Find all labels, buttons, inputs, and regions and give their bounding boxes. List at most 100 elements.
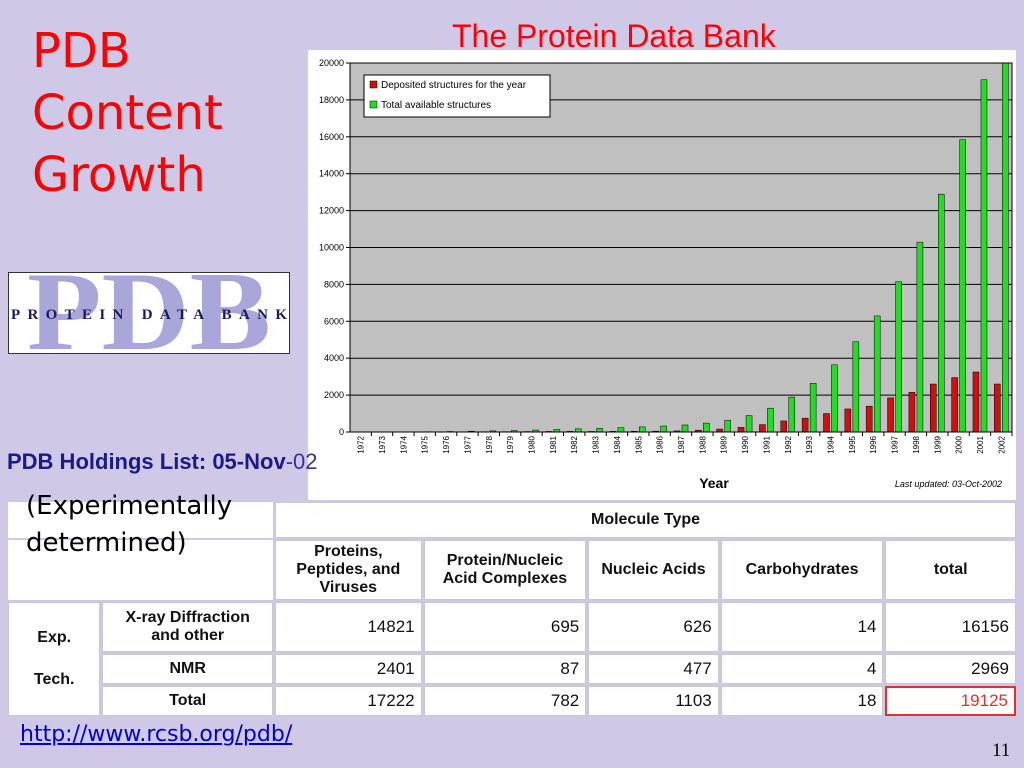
- bar-total: [959, 139, 966, 433]
- x-tick-label: 2000: [955, 435, 964, 453]
- table-cell: 2401: [275, 654, 422, 684]
- legend-box: [363, 74, 551, 118]
- x-tick-label: 1995: [848, 435, 857, 453]
- x-tick-label: 1993: [805, 435, 814, 453]
- bar-total: [788, 396, 796, 433]
- table-row: Exp. Tech. X-ray Diffraction and other 1…: [8, 602, 1016, 716]
- y-tick-label: 14000: [319, 169, 344, 179]
- table-cell: 4: [720, 654, 884, 684]
- x-tick-label: 2002: [997, 435, 1006, 453]
- bar-total: [938, 193, 945, 433]
- y-tick-label: 4000: [324, 353, 344, 363]
- legend-swatch-deposited: [369, 80, 378, 89]
- bar-total: [980, 79, 988, 433]
- row-label: NMR: [102, 654, 274, 684]
- table-cell: 782: [423, 686, 587, 716]
- growth-chart: 0 2000 4000 6000 8000 10000 12000 14000 16000 180…: [308, 50, 1016, 500]
- y-tick-label: 8000: [324, 279, 344, 289]
- x-tick-label: 1997: [891, 435, 900, 453]
- exp-tech-cell: Exp. Tech.: [8, 602, 101, 716]
- bar-deposited: [737, 427, 745, 433]
- bar-deposited: [930, 383, 937, 433]
- bar-total: [639, 426, 646, 433]
- x-tick-label: 1989: [720, 435, 729, 453]
- bar-deposited: [844, 408, 852, 433]
- table-cell: 18: [720, 686, 884, 716]
- bar-total: [767, 407, 774, 433]
- y-tick-label: 20000: [319, 58, 344, 68]
- column-header: Protein/Nucleic Acid Complexes: [423, 540, 587, 600]
- table-row: Total 17222 782 1103 18 19125: [8, 686, 1016, 716]
- axes: 0 2000 4000 6000 8000 10000 12000 14000 16000 180…: [319, 58, 1013, 454]
- table-cell: 14: [720, 602, 884, 652]
- bar-deposited: [951, 377, 958, 433]
- bar-total: [617, 427, 625, 433]
- y-tick-label: 0: [339, 427, 344, 437]
- bar-total: [852, 341, 860, 433]
- x-tick-label: 1998: [912, 435, 921, 453]
- x-tick-label: 1991: [762, 435, 771, 453]
- y-tick-label: 12000: [319, 206, 344, 216]
- x-tick-label: 1977: [463, 435, 472, 453]
- x-tick-label: 1985: [634, 435, 643, 453]
- bar-total: [1002, 62, 1009, 433]
- slide-title: PDB Content Growth: [32, 20, 223, 206]
- table-cell: 14821: [275, 602, 422, 652]
- bar-total: [596, 428, 603, 433]
- x-tick-label: 1984: [613, 435, 622, 453]
- bar-total: [895, 281, 902, 433]
- x-tick-label: 1979: [506, 435, 515, 453]
- table-cell: 477: [588, 654, 719, 684]
- x-tick-label: 1974: [399, 435, 408, 453]
- bar-deposited: [759, 424, 766, 433]
- pdb-logo: PDB PROTEIN DATA BANK: [8, 272, 290, 354]
- x-tick-label: 1978: [485, 435, 494, 453]
- bar-total: [831, 364, 838, 433]
- bar-deposited: [865, 405, 873, 433]
- plot-border: [349, 62, 1013, 433]
- x-tick-label: 1990: [741, 435, 750, 453]
- column-header: total: [885, 540, 1016, 600]
- column-header: Carbohydrates: [720, 540, 884, 600]
- y-tick-label: 18000: [319, 95, 344, 105]
- logo-big-text: PDB: [27, 273, 271, 353]
- table-cell: 17222: [275, 686, 422, 716]
- x-tick-label: 1982: [570, 435, 579, 453]
- holdings-table: Molecule Type Proteins, Peptides, and Vi…: [6, 500, 1018, 718]
- note-line: determined): [26, 528, 187, 558]
- bar-total: [809, 383, 817, 433]
- chart-title: The Protein Data Bank: [452, 18, 776, 54]
- x-tick-label: 1996: [869, 435, 878, 453]
- slide-title-line: PDB: [32, 23, 131, 79]
- x-tick-label: 1973: [378, 435, 387, 453]
- bar-deposited: [972, 371, 980, 433]
- row-label: X-ray Diffraction and other: [102, 602, 274, 652]
- grand-total-cell: 19125: [885, 686, 1016, 716]
- table-corner: [8, 540, 274, 600]
- bar-deposited: [994, 383, 1001, 433]
- legend-swatch-total: [369, 100, 378, 109]
- rcsb-link[interactable]: http://www.rcsb.org/pdb/: [20, 722, 293, 747]
- bar-deposited: [823, 413, 830, 433]
- x-tick-label: 1986: [656, 435, 665, 453]
- bar-total: [745, 415, 753, 433]
- x-tick-label: 1988: [698, 435, 707, 453]
- table-row: NMR 2401 87 477 4 2969: [8, 654, 1016, 684]
- x-tick-label: 1981: [549, 435, 558, 453]
- x-tick-label: 1994: [826, 435, 835, 453]
- table-row: Proteins, Peptides, and Viruses Protein/…: [8, 540, 1016, 600]
- chart-annotation: Last updated: 03-Oct-2002: [895, 479, 1002, 489]
- column-header: Proteins, Peptides, and Viruses: [275, 540, 422, 600]
- bar-total: [916, 241, 924, 433]
- column-header: Nucleic Acids: [588, 540, 719, 600]
- holdings-title: PDB Holdings List: 05-Nov-02: [7, 449, 317, 475]
- bar-total: [724, 419, 731, 433]
- x-tick-label: 2001: [976, 435, 985, 453]
- bar-deposited: [908, 392, 916, 433]
- page-number: 11: [992, 740, 1011, 761]
- y-tick-label: 6000: [324, 316, 344, 326]
- molecule-type-header: Molecule Type: [275, 502, 1016, 538]
- y-tick-label: 10000: [319, 243, 344, 253]
- chart-legend: Deposited structures for the year Total …: [363, 74, 551, 118]
- logo-small-text: PROTEIN DATA BANK: [11, 307, 287, 323]
